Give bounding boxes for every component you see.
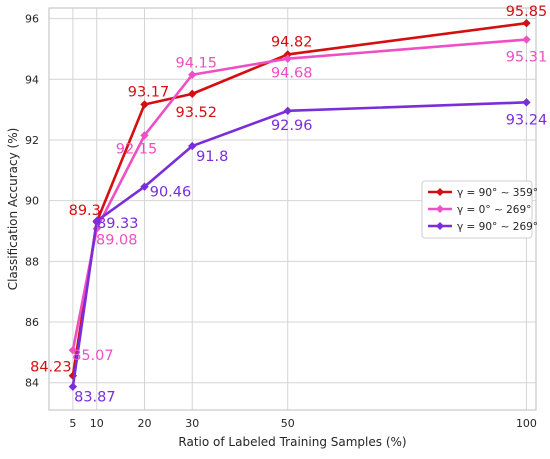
data-label: 89.08 <box>96 233 138 249</box>
x-tick-label: 5 <box>69 417 76 430</box>
legend: γ = 90° ∼ 359° γ = 0° ∼ 269° γ = 90° ∼ 269… <box>421 180 538 239</box>
series-lines <box>68 18 531 391</box>
y-tick-label: 86 <box>25 316 39 329</box>
x-tick-label: 100 <box>516 417 537 430</box>
data-label: 94.82 <box>271 34 313 50</box>
data-point-marker <box>522 98 531 107</box>
data-labels: 84.23 89.3 93.17 93.52 94.82 95.85 85.07 89.08 9… <box>30 4 547 405</box>
x-tick-label: 30 <box>185 417 199 430</box>
y-tick-label: 94 <box>25 73 39 86</box>
data-point-marker <box>188 70 197 79</box>
data-point-marker <box>522 35 531 44</box>
x-tick-label: 20 <box>137 417 151 430</box>
y-tick-label: 88 <box>25 255 39 268</box>
data-label: 95.31 <box>506 50 548 66</box>
data-label: 94.15 <box>175 56 217 72</box>
data-label: 90.46 <box>150 185 192 201</box>
series-line <box>71 101 527 387</box>
legend-marker <box>436 222 444 230</box>
data-point-marker <box>140 100 149 109</box>
data-label: 84.23 <box>30 360 72 376</box>
plot-frame <box>48 7 537 411</box>
data-label: 94.68 <box>271 66 313 82</box>
data-point-marker <box>92 216 101 226</box>
y-tick-label: 90 <box>25 195 39 208</box>
axis-ticks: 5 10 20 30 50 100 84 86 88 90 92 94 96 <box>25 13 537 430</box>
data-label: 92.96 <box>271 118 313 134</box>
y-tick-label: 92 <box>25 134 39 147</box>
legend-marker <box>436 188 444 196</box>
data-label: 93.24 <box>506 112 548 128</box>
x-tick-label: 50 <box>281 417 295 430</box>
data-label: 92.15 <box>116 141 158 157</box>
data-label: 93.52 <box>175 105 217 121</box>
legend-box <box>421 180 533 239</box>
data-point-marker <box>283 54 292 63</box>
data-label: 83.87 <box>74 390 116 406</box>
data-label: 89.33 <box>97 216 139 232</box>
legend-label: γ = 90° ∼ 269° <box>457 221 538 233</box>
data-label: 89.3 <box>69 203 101 219</box>
data-point-marker <box>283 106 292 116</box>
y-axis-label: Classification Accuracy (%) <box>6 128 20 291</box>
data-label: 91.8 <box>196 149 228 165</box>
x-tick-label: 10 <box>90 417 104 430</box>
y-tick-label: 96 <box>25 13 39 26</box>
data-label: 93.17 <box>128 84 170 100</box>
data-label: 85.07 <box>72 348 114 364</box>
data-point-marker <box>188 89 197 99</box>
data-label: 95.85 <box>506 4 548 20</box>
legend-label: γ = 0° ∼ 269° <box>457 204 531 216</box>
data-point-marker <box>68 346 78 355</box>
data-point-marker <box>283 50 292 59</box>
data-point-marker <box>68 382 78 391</box>
data-point-marker <box>140 182 149 191</box>
data-point-marker <box>522 18 531 28</box>
y-tick-label: 84 <box>25 377 39 390</box>
data-point-marker <box>140 131 149 140</box>
data-point-marker <box>188 141 197 151</box>
legend-label: γ = 90° ∼ 359° <box>457 187 538 199</box>
legend-marker <box>436 205 444 213</box>
x-axis-label: Ratio of Labeled Training Samples (%) <box>178 435 406 449</box>
